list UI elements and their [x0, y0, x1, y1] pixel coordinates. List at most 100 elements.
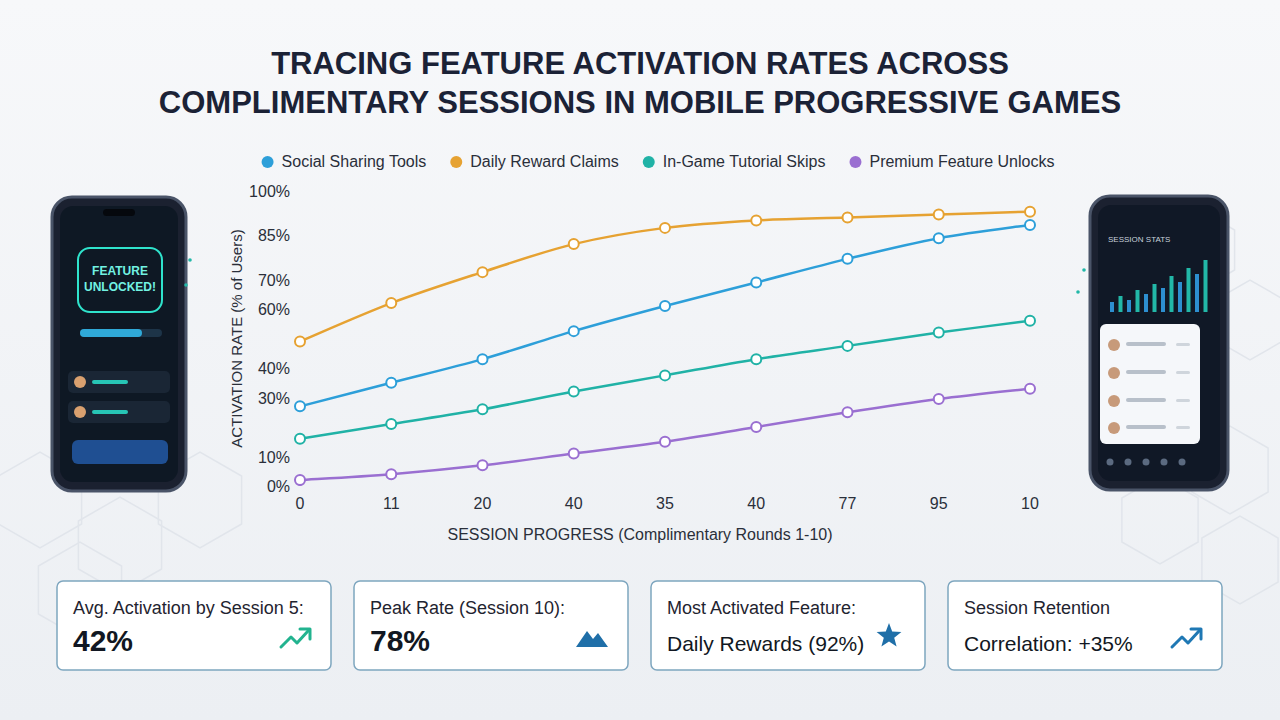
- avatar: [74, 376, 86, 388]
- title-line: COMPLIMENTARY SESSIONS IN MOBILE PROGRES…: [159, 85, 1121, 120]
- trend-icon-head: [300, 629, 310, 639]
- axes: 0%10%30%40%60%70%85%100%0112040354077951…: [228, 183, 1039, 543]
- trend-icon: [281, 631, 308, 647]
- phone-notch: [103, 209, 135, 216]
- mountain-icon: [576, 631, 608, 647]
- nav-dot: [1161, 459, 1168, 466]
- x-tick-label: 20: [474, 495, 492, 512]
- series-marker: [1025, 207, 1035, 217]
- deco-bar: [1178, 282, 1182, 312]
- series-marker: [386, 298, 396, 308]
- stat-card: [354, 581, 628, 670]
- series-marker: [660, 301, 670, 311]
- avatar: [1108, 422, 1120, 434]
- unlock-frame: [78, 248, 162, 312]
- x-tick-label: 11: [383, 495, 400, 512]
- deco-bar: [1144, 294, 1148, 312]
- card-label: Avg. Activation by Session 5:: [73, 598, 304, 618]
- series-marker: [934, 394, 944, 404]
- stat-card: [948, 581, 1222, 670]
- list-item: [68, 401, 170, 423]
- x-tick-label: 95: [930, 495, 948, 512]
- deco-bar: [1195, 274, 1199, 312]
- avatar: [74, 406, 86, 418]
- series-marker: [386, 378, 396, 388]
- list-bar: [1176, 399, 1190, 402]
- nav-dot: [1179, 459, 1186, 466]
- list-bar: [1126, 398, 1166, 402]
- deco-dot: [188, 258, 192, 262]
- title-line: TRACING FEATURE ACTIVATION RATES ACROSS: [271, 46, 1009, 81]
- deco-dot: [184, 283, 188, 287]
- list-bar: [1176, 343, 1190, 346]
- trend-icon-head: [1191, 629, 1201, 639]
- y-axis-title: ACTIVATION RATE (% of Users): [228, 229, 245, 447]
- series-marker: [660, 223, 670, 233]
- list-bar: [1126, 342, 1166, 346]
- series-marker: [295, 475, 305, 485]
- stat-cards: Avg. Activation by Session 5:42%Peak Rat…: [57, 581, 1222, 670]
- list-item: [68, 371, 170, 393]
- series-marker: [478, 404, 488, 414]
- stat-card: [651, 581, 925, 670]
- x-tick-label: 35: [656, 495, 674, 512]
- card-value: 78%: [370, 624, 430, 657]
- phone-text-line: UNLOCKED!: [84, 280, 156, 294]
- x-tick-label: 10: [1021, 495, 1039, 512]
- series-marker: [751, 354, 761, 364]
- series-marker: [660, 370, 670, 380]
- series-marker: [934, 233, 944, 243]
- series-marker: [478, 460, 488, 470]
- deco-bar: [1110, 302, 1114, 312]
- series-marker: [478, 354, 488, 364]
- series-line: [300, 389, 1030, 480]
- phone-body: [1090, 196, 1228, 490]
- avatar: [1108, 395, 1120, 407]
- nav-dot: [1125, 459, 1132, 466]
- series-marker: [386, 469, 396, 479]
- series-marker: [1025, 220, 1035, 230]
- x-tick-label: 40: [565, 495, 583, 512]
- avatar: [1108, 367, 1120, 379]
- series-marker: [295, 434, 305, 444]
- phone-button: [72, 440, 168, 464]
- series-marker: [569, 449, 579, 459]
- x-tick-label: 40: [747, 495, 765, 512]
- plot-area: [295, 207, 1035, 485]
- legend-swatch: [643, 156, 655, 168]
- progress-track: [80, 329, 162, 337]
- series-marker: [843, 254, 853, 264]
- deco-bar: [1161, 288, 1165, 312]
- phone-right: SESSION STATS: [1090, 196, 1228, 490]
- phone-body: [52, 197, 186, 491]
- deco-dot: [1082, 268, 1086, 272]
- card-label: Peak Rate (Session 10):: [370, 598, 565, 618]
- legend-swatch: [450, 156, 462, 168]
- deco-bar: [1170, 276, 1174, 312]
- deco-bar: [1127, 300, 1131, 312]
- card-value: Daily Rewards (92%): [667, 632, 864, 655]
- hexagon: [78, 497, 161, 593]
- series-marker: [843, 407, 853, 417]
- list-bar: [1176, 371, 1190, 374]
- series-marker: [295, 401, 305, 411]
- background: [0, 0, 1280, 720]
- card-value: Correlation: +35%: [964, 632, 1133, 655]
- x-tick-label: 0: [296, 495, 305, 512]
- card-label: Most Activated Feature:: [667, 598, 856, 618]
- series-marker: [569, 387, 579, 397]
- nav-dot: [1107, 459, 1114, 466]
- series-marker: [843, 341, 853, 351]
- list-bar: [1126, 425, 1166, 429]
- nav-dot: [1143, 459, 1150, 466]
- progress-fill: [80, 329, 142, 337]
- legend-label: Daily Reward Claims: [470, 153, 618, 170]
- legend-swatch: [849, 156, 861, 168]
- legend-label: Premium Feature Unlocks: [869, 153, 1054, 170]
- series-marker: [1025, 384, 1035, 394]
- series-marker: [1025, 316, 1035, 326]
- series-marker: [660, 437, 670, 447]
- card-label: Session Retention: [964, 598, 1110, 618]
- page: TRACING FEATURE ACTIVATION RATES ACROSS C…: [0, 0, 1280, 720]
- phone-text-line: FEATURE: [92, 264, 148, 278]
